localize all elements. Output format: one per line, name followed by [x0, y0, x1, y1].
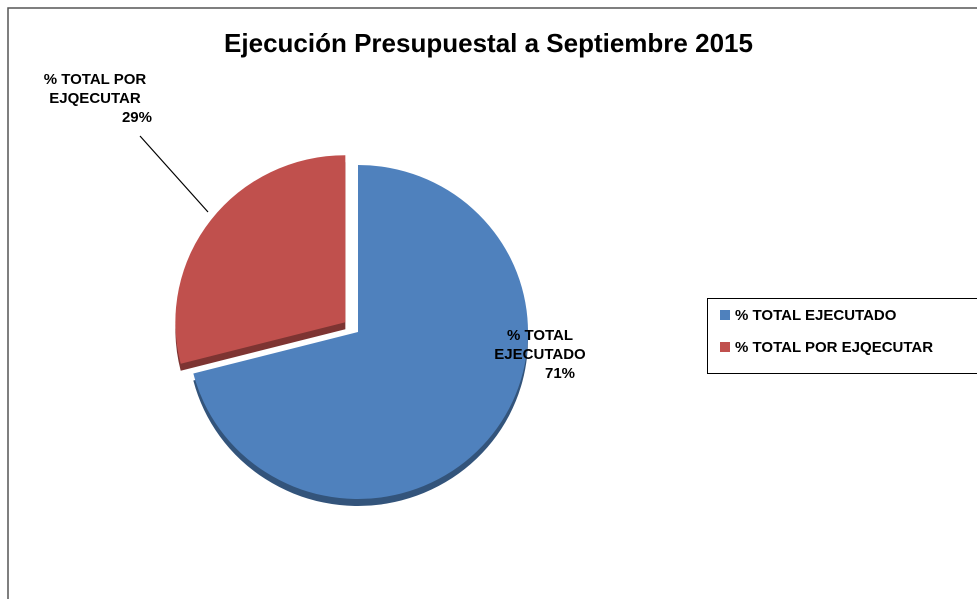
pie-slice — [193, 165, 529, 499]
leader-line — [139, 135, 209, 213]
legend-swatch — [720, 342, 730, 352]
pie-slice — [175, 155, 346, 364]
data-label: % TOTAL EJECUTADO 71% — [470, 326, 610, 383]
legend-entry: % TOTAL POR EJQECUTAR — [720, 339, 933, 356]
data-label-category: % TOTAL POR EJQECUTAR — [43, 71, 147, 107]
legend-label: % TOTAL EJECUTADO — [735, 307, 897, 324]
data-label-value: 29% — [121, 109, 152, 126]
data-label-value: 71% — [544, 365, 576, 382]
data-label: % TOTAL POR EJQECUTAR 29% — [30, 70, 160, 127]
chart-title: Ejecución Presupuestal a Septiembre 2015 — [224, 28, 753, 58]
legend-swatch — [720, 310, 730, 320]
pie — [175, 155, 529, 506]
data-label-category: % TOTAL EJECUTADO — [494, 327, 586, 363]
legend-label: % TOTAL POR EJQECUTAR — [735, 339, 934, 356]
legend: % TOTAL EJECUTADO % TOTAL POR EJQECUTAR — [707, 298, 977, 374]
legend-entry: % TOTAL EJECUTADO — [720, 307, 896, 324]
